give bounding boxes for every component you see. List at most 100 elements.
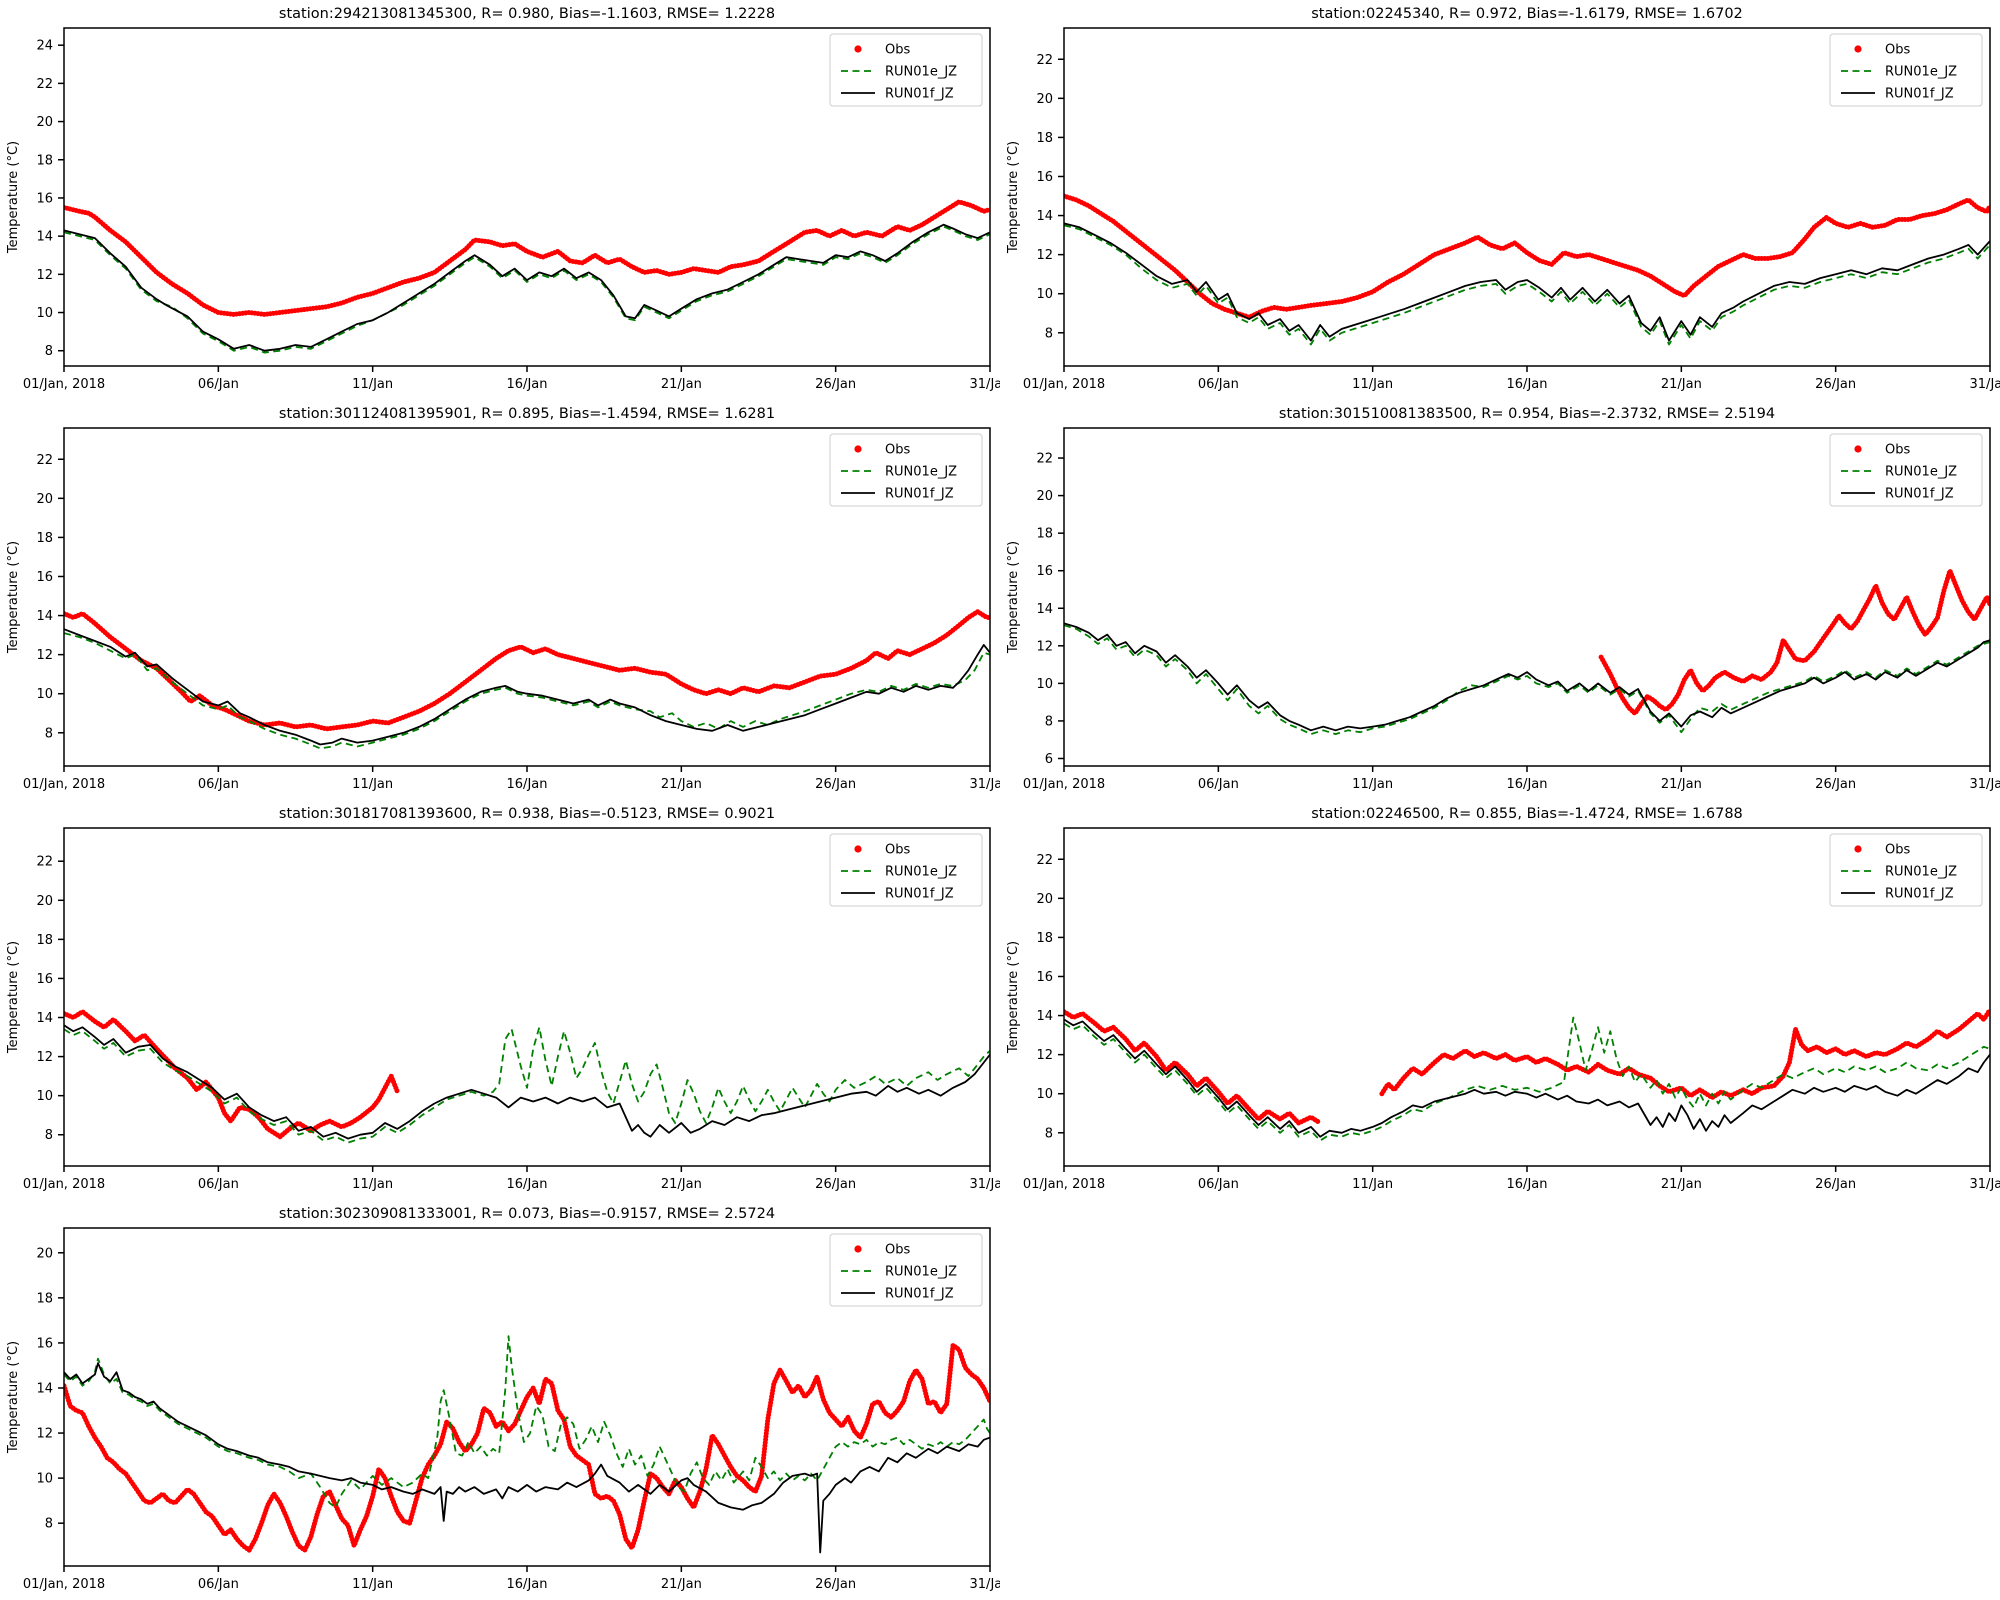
x-tick-label: 21/Jan xyxy=(661,1577,702,1592)
series-Obs xyxy=(64,199,990,317)
legend-box xyxy=(1829,33,1983,107)
panel-station-301124081395901: station:301124081395901, R= 0.895, Bias=… xyxy=(0,400,1000,800)
panel-title: station:301124081395901, R= 0.895, Bias=… xyxy=(279,406,775,422)
y-tick-label: 18 xyxy=(36,933,53,948)
y-tick-label: 14 xyxy=(36,1381,53,1396)
x-tick-label: 16/Jan xyxy=(1507,1177,1548,1192)
legend-label: Obs xyxy=(1885,443,1910,458)
y-tick-label: 20 xyxy=(36,894,53,909)
y-tick-label: 10 xyxy=(1036,287,1053,302)
legend-label: RUN01e_JZ xyxy=(885,1265,957,1280)
legend-label: RUN01f_JZ xyxy=(885,87,954,102)
x-tick-label: 11/Jan xyxy=(1352,1177,1393,1192)
legend-marker-obs-dot-icon xyxy=(854,45,862,53)
x-tick-label: 16/Jan xyxy=(1507,377,1548,392)
x-tick-label: 16/Jan xyxy=(507,1577,548,1592)
y-tick-label: 10 xyxy=(36,306,53,321)
x-tick-label: 16/Jan xyxy=(507,377,548,392)
y-tick-label: 10 xyxy=(36,1089,53,1104)
x-tick-label: 21/Jan xyxy=(661,1177,702,1192)
y-tick-label: 10 xyxy=(1036,677,1053,692)
legend: Obs RUN01e_JZ RUN01f_JZ xyxy=(829,33,983,107)
y-tick-label: 16 xyxy=(36,972,53,987)
legend-label: RUN01f_JZ xyxy=(885,887,954,902)
y-axis-label: Temperature (°C) xyxy=(1006,941,1021,1054)
legend: Obs RUN01e_JZ RUN01f_JZ xyxy=(829,433,983,507)
y-tick-label: 18 xyxy=(36,531,53,546)
panel-canvas: station:301510081383500, R= 0.954, Bias=… xyxy=(1006,406,2000,792)
series-RUN01e_JZ xyxy=(64,632,990,750)
series-Obs xyxy=(64,1342,990,1553)
y-tick-label: 8 xyxy=(1045,326,1053,341)
x-tick-label: 01/Jan, 2018 xyxy=(23,777,105,792)
x-tick-label: 06/Jan xyxy=(1198,1177,1239,1192)
y-tick-label: 20 xyxy=(1036,92,1053,107)
y-tick-label: 16 xyxy=(36,191,53,206)
x-tick-label: 31/Jan xyxy=(1970,777,2000,792)
y-tick-label: 12 xyxy=(36,268,53,283)
x-tick-label: 16/Jan xyxy=(507,1177,548,1192)
x-tick-label: 01/Jan, 2018 xyxy=(1023,1177,1105,1192)
series-RUN01f_JZ xyxy=(64,628,990,746)
series-Obs xyxy=(64,609,990,732)
y-tick-label: 8 xyxy=(45,726,53,741)
y-axis-label: Temperature (°C) xyxy=(6,1341,21,1454)
y-tick-label: 14 xyxy=(1036,209,1053,224)
panel-station-301510081383500: station:301510081383500, R= 0.954, Bias=… xyxy=(1000,400,2000,800)
x-tick-label: 21/Jan xyxy=(661,377,702,392)
x-tick-label: 11/Jan xyxy=(352,1577,393,1592)
panel-title: station:301817081393600, R= 0.938, Bias=… xyxy=(279,806,775,822)
y-tick-label: 18 xyxy=(36,153,53,168)
y-tick-label: 18 xyxy=(1036,131,1053,146)
legend-label: RUN01e_JZ xyxy=(885,65,957,80)
x-tick-label: 31/Jan xyxy=(970,777,1000,792)
x-tick-label: 01/Jan, 2018 xyxy=(23,1177,105,1192)
y-axis-label: Temperature (°C) xyxy=(1006,541,1021,654)
legend-label: RUN01e_JZ xyxy=(885,865,957,880)
panel-canvas: station:02246500, R= 0.855, Bias=-1.4724… xyxy=(1006,806,2000,1192)
x-tick-label: 31/Jan xyxy=(970,377,1000,392)
series-RUN01e_JZ xyxy=(1064,624,1990,735)
legend-label: RUN01e_JZ xyxy=(1885,865,1957,880)
y-tick-label: 10 xyxy=(36,687,53,702)
legend-box xyxy=(829,1233,983,1307)
series-RUN01f_JZ xyxy=(1064,622,1990,732)
panel-title: station:02245340, R= 0.972, Bias=-1.6179… xyxy=(1311,6,1743,22)
legend-label: RUN01f_JZ xyxy=(1885,487,1954,502)
y-tick-label: 24 xyxy=(36,39,53,54)
y-tick-label: 14 xyxy=(36,230,53,245)
legend-box xyxy=(829,833,983,907)
panel-station-02245340: station:02245340, R= 0.972, Bias=-1.6179… xyxy=(1000,0,2000,400)
x-tick-label: 26/Jan xyxy=(815,777,856,792)
y-tick-label: 18 xyxy=(1036,527,1053,542)
x-tick-label: 01/Jan, 2018 xyxy=(23,1577,105,1592)
x-tick-label: 06/Jan xyxy=(1198,777,1239,792)
legend-label: RUN01f_JZ xyxy=(1885,887,1954,902)
legend-label: Obs xyxy=(885,843,910,858)
panel-title: station:301510081383500, R= 0.954, Bias=… xyxy=(1279,406,1775,422)
y-tick-label: 10 xyxy=(1036,1087,1053,1102)
y-tick-label: 20 xyxy=(36,1246,53,1261)
legend-marker-obs-dot-icon xyxy=(854,1245,862,1253)
legend-label: RUN01e_JZ xyxy=(1885,465,1957,480)
panel-canvas: station:301817081393600, R= 0.938, Bias=… xyxy=(6,806,1000,1192)
legend-box xyxy=(1829,833,1983,907)
y-tick-label: 22 xyxy=(1036,452,1053,467)
x-tick-label: 26/Jan xyxy=(1815,777,1856,792)
legend-marker-obs-dot-icon xyxy=(1854,45,1862,53)
y-tick-label: 22 xyxy=(1036,53,1053,68)
panel-station-301817081393600: station:301817081393600, R= 0.938, Bias=… xyxy=(0,800,1000,1200)
x-tick-label: 01/Jan, 2018 xyxy=(1023,377,1105,392)
x-tick-label: 11/Jan xyxy=(352,1177,393,1192)
x-tick-label: 21/Jan xyxy=(1661,377,1702,392)
y-tick-label: 16 xyxy=(1036,564,1053,579)
legend: Obs RUN01e_JZ RUN01f_JZ xyxy=(829,833,983,907)
legend-label: Obs xyxy=(885,443,910,458)
x-tick-label: 16/Jan xyxy=(1507,777,1548,792)
y-tick-label: 10 xyxy=(36,1472,53,1487)
x-tick-label: 26/Jan xyxy=(1815,1177,1856,1192)
series-RUN01f_JZ xyxy=(64,1024,990,1140)
y-tick-label: 12 xyxy=(1036,248,1053,263)
legend-label: Obs xyxy=(1885,843,1910,858)
x-tick-label: 31/Jan xyxy=(1970,1177,2000,1192)
